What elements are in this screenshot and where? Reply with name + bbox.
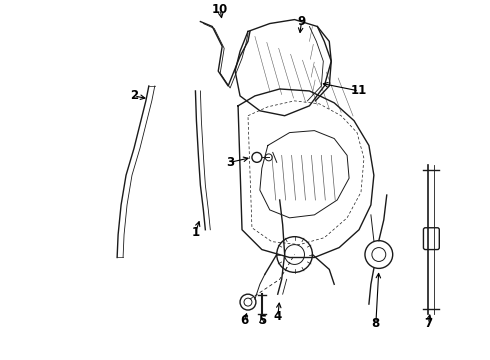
Text: 11: 11: [351, 85, 367, 98]
Text: 7: 7: [424, 318, 433, 330]
Text: 3: 3: [226, 156, 234, 169]
Text: 5: 5: [258, 314, 266, 328]
Text: 9: 9: [297, 15, 306, 28]
Text: 4: 4: [273, 310, 282, 324]
Text: 6: 6: [240, 314, 248, 328]
Text: 8: 8: [372, 318, 380, 330]
Text: 10: 10: [212, 3, 228, 16]
Text: 1: 1: [192, 226, 199, 239]
Text: 2: 2: [130, 89, 138, 102]
